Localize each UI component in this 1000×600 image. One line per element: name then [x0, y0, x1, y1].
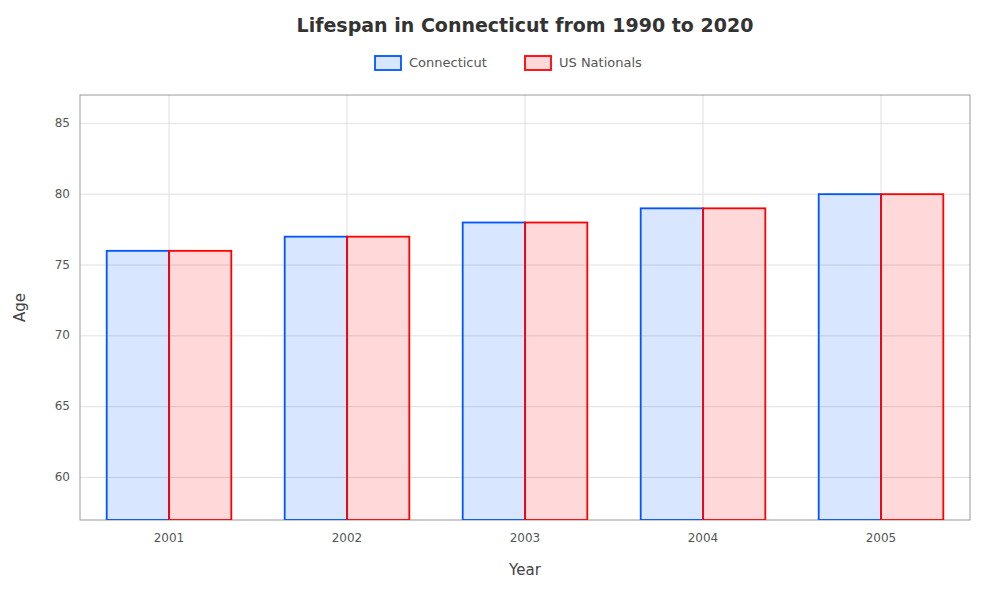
plot-frame	[80, 95, 970, 520]
bar	[107, 251, 169, 520]
y-tick-label: 75	[55, 258, 70, 272]
bar	[525, 223, 587, 521]
bar	[169, 251, 231, 520]
x-tick-label: 2004	[688, 531, 719, 545]
y-tick-label: 80	[55, 187, 70, 201]
title: Lifespan in Connecticut from 1990 to 202…	[297, 14, 754, 36]
legend-swatch	[525, 56, 551, 70]
x-axis-label: Year	[508, 561, 542, 579]
legend-label: Connecticut	[409, 55, 487, 70]
grid	[80, 95, 970, 520]
bars	[107, 194, 944, 520]
chart-container: 60 65 70 75 80 85 2001 2002 2003 2004 2005 Lifespan…	[0, 0, 1000, 600]
legend: Connecticut US Nationals	[375, 55, 642, 71]
chart: 60 65 70 75 80 85 2001 2002 2003 2004 2005 Lifespan…	[0, 0, 1000, 600]
legend-swatch	[375, 56, 401, 70]
bar	[703, 208, 765, 520]
bar	[881, 194, 943, 520]
y-axis-label: Age	[11, 293, 29, 322]
y-tick-label: 60	[55, 470, 70, 484]
x-tick-label: 2003	[510, 531, 541, 545]
x-tick-label: 2005	[866, 531, 897, 545]
y-tick-label: 70	[55, 328, 70, 342]
bar	[819, 194, 881, 520]
y-tick-label: 85	[55, 116, 70, 130]
x-tick-label: 2002	[332, 531, 363, 545]
x-tick-label: 2001	[154, 531, 185, 545]
bar	[347, 237, 409, 520]
bar	[285, 237, 347, 520]
legend-label: US Nationals	[559, 55, 642, 70]
y-tick-label: 65	[55, 399, 70, 413]
bar	[463, 223, 525, 521]
bar	[641, 208, 703, 520]
